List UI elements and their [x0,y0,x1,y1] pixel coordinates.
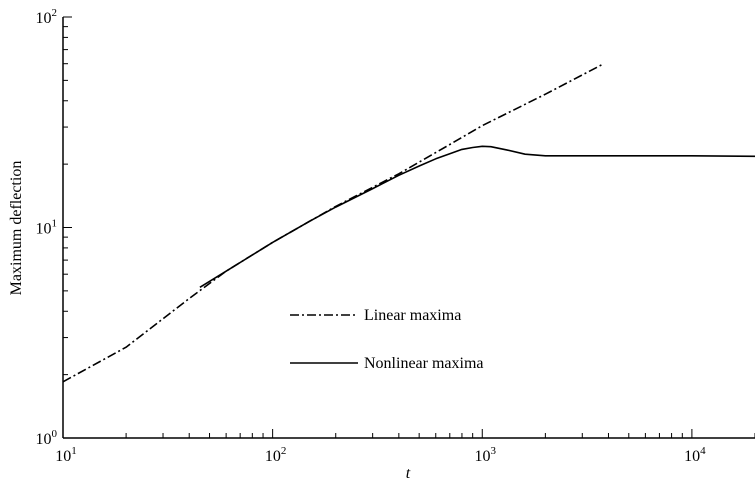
x-axis-label: t [406,465,411,482]
legend: Linear maxima Nonlinear maxima [290,307,484,372]
tick-label: 103 [475,445,497,465]
series-line-nonlinear-maxima [199,145,755,288]
tick-label: 104 [684,445,706,465]
legend-label-nonlinear: Nonlinear maxima [364,355,484,372]
tick-label: 101 [55,445,77,465]
axis-ticks [62,16,755,439]
series-group [62,62,755,383]
tick-label: 102 [265,445,287,465]
legend-label-linear: Linear maxima [364,307,461,324]
y-axis-label: Maximum deflection [8,161,25,296]
tick-label: 101 [36,218,58,238]
series-line-linear-maxima [62,62,605,383]
tick-label: 102 [36,7,58,27]
tick-label: 100 [36,428,58,448]
